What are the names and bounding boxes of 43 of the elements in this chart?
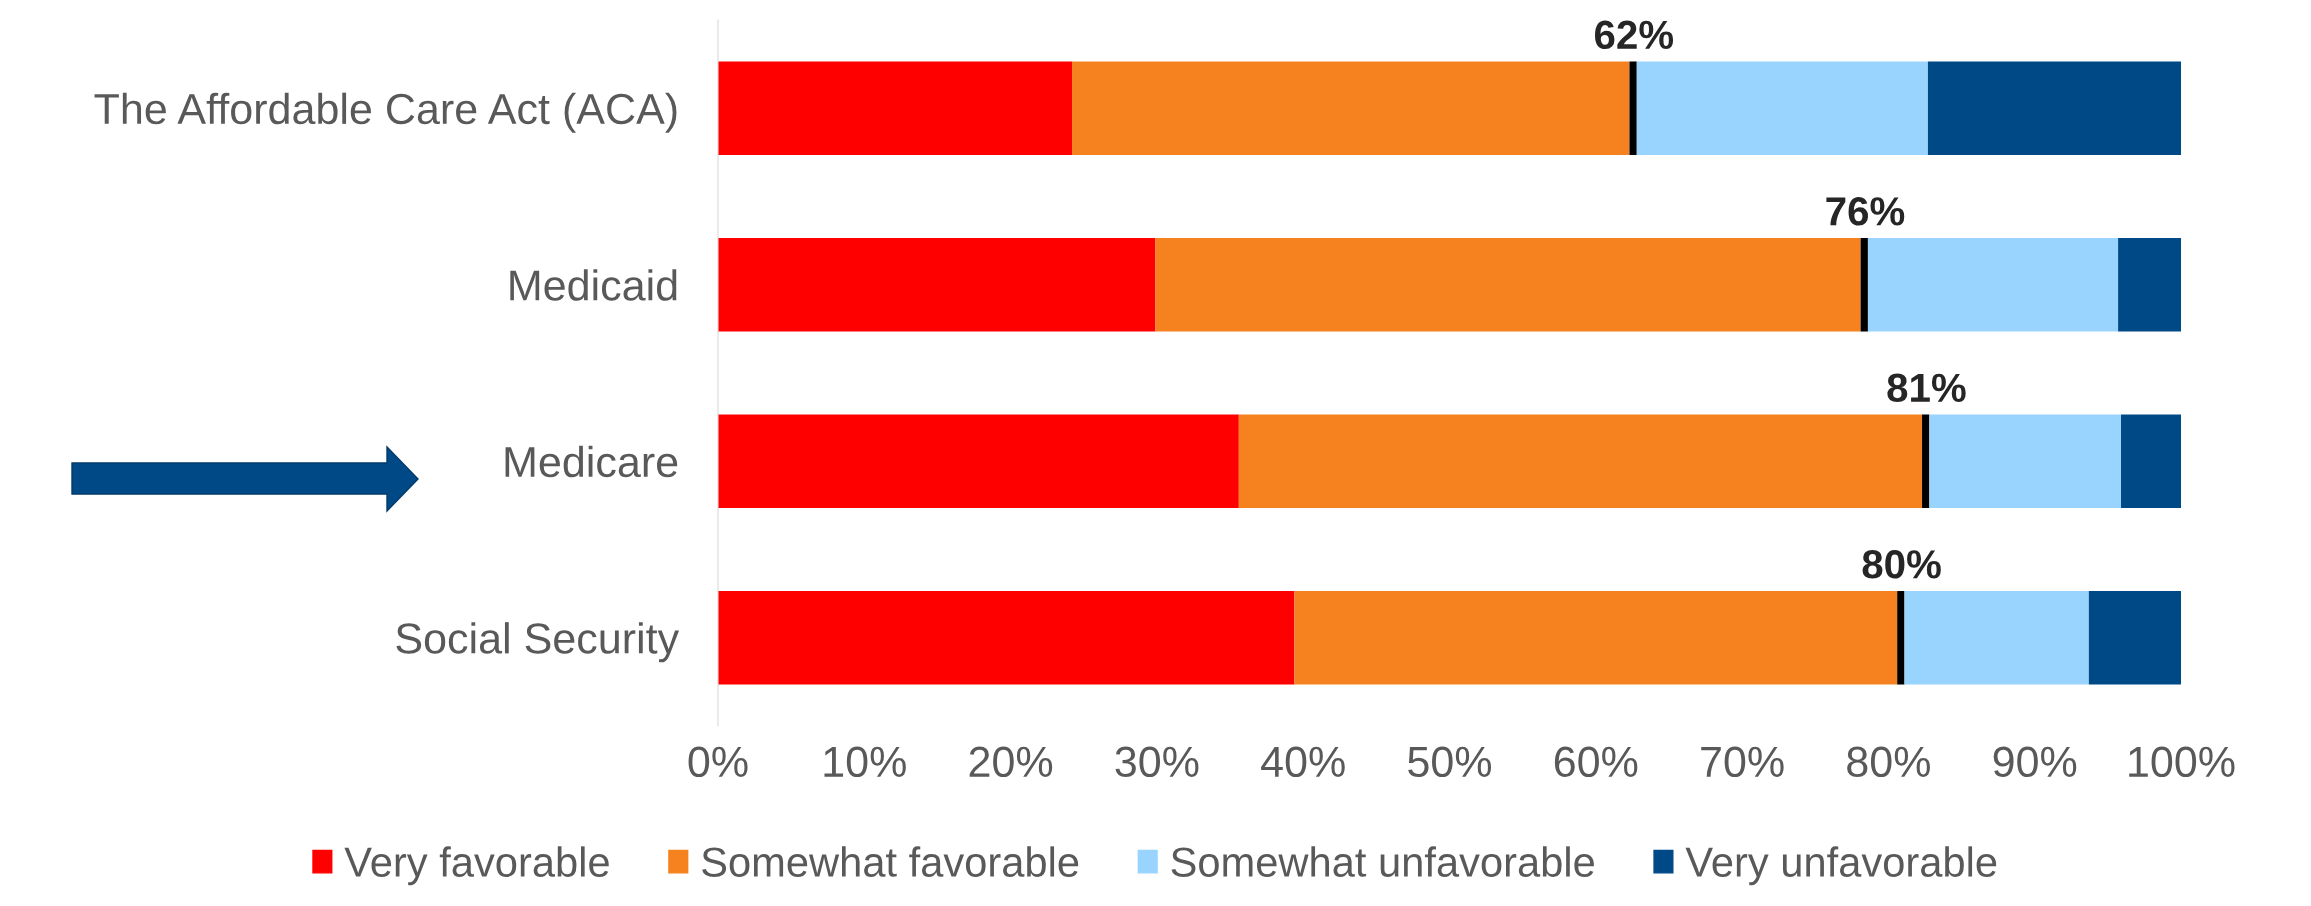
bar bbox=[1238, 414, 1923, 509]
x-tick-label: 100% bbox=[2129, 746, 2235, 778]
bar bbox=[1636, 61, 1928, 156]
bar bbox=[1867, 237, 2119, 332]
bar bbox=[1629, 61, 1637, 156]
y-tick-label: The Affordable Care Act (ACA) bbox=[94, 92, 677, 133]
bar bbox=[2118, 237, 2181, 332]
bar bbox=[1929, 414, 2122, 509]
bar bbox=[718, 590, 1295, 685]
y-tick-label: Social Security bbox=[396, 622, 680, 663]
annotation: 76% bbox=[1826, 197, 1905, 226]
bar bbox=[2121, 414, 2181, 509]
x-tick-label: 40% bbox=[1261, 746, 1345, 778]
bar bbox=[1072, 61, 1630, 156]
bar bbox=[1904, 590, 2089, 685]
legend-label: Very unfavorable bbox=[1685, 846, 1997, 886]
bar bbox=[1155, 237, 1861, 332]
x-tick-label: 20% bbox=[969, 746, 1053, 778]
bar bbox=[1294, 590, 1898, 685]
x-tick-label: 10% bbox=[824, 746, 906, 778]
annotation: 81% bbox=[1887, 373, 1966, 403]
legend-label: Very favorable bbox=[344, 846, 609, 886]
bar bbox=[2088, 590, 2181, 685]
x-tick-label: 60% bbox=[1554, 746, 1638, 778]
legend-label: Somewhat favorable bbox=[702, 846, 1079, 877]
legend-label: Somewhat unfavorable bbox=[1171, 846, 1594, 877]
y-tick-label: Medicare bbox=[505, 445, 678, 478]
x-tick-label: 30% bbox=[1115, 746, 1199, 778]
bar bbox=[1927, 61, 2181, 156]
bar bbox=[718, 414, 1239, 509]
bar bbox=[1897, 590, 1905, 685]
y-tick-label: Medicaid bbox=[510, 269, 677, 301]
x-tick-label: 80% bbox=[1847, 746, 1930, 778]
x-tick-label: 0% bbox=[688, 746, 748, 778]
x-tick-label: 70% bbox=[1701, 746, 1784, 778]
x-tick-label: 90% bbox=[1993, 746, 2077, 778]
bar bbox=[1922, 414, 1930, 509]
annotation: 62% bbox=[1595, 20, 1674, 50]
bar bbox=[718, 237, 1156, 332]
annotation: 80% bbox=[1862, 550, 1941, 579]
bar bbox=[1860, 237, 1868, 332]
x-tick-label: 50% bbox=[1408, 746, 1492, 778]
bar bbox=[718, 61, 1073, 156]
